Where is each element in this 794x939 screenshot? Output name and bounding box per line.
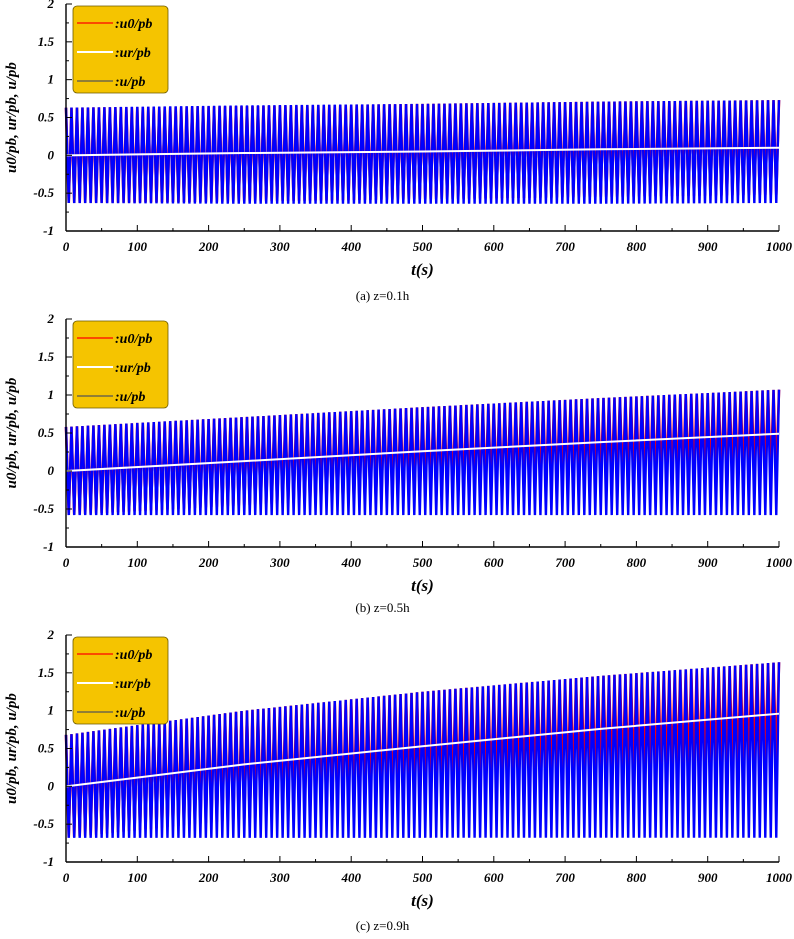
legend-entry: :ur/pb [115, 46, 151, 61]
x-tick-label: 700 [555, 555, 575, 570]
x-tick-label: 0 [63, 870, 70, 885]
x-tick-label: 400 [340, 239, 361, 254]
y-tick-label: 1 [48, 72, 55, 87]
x-tick-label: 500 [413, 555, 433, 570]
chart-panel-3: 0 100 200 300 400 500 600 700 800 900 1000 -1 -0.5 0 0… [4, 627, 793, 933]
legend-entry: :u0/pb [115, 648, 152, 663]
legend-entry: :u/pb [115, 706, 145, 721]
y-tick-label: -1 [43, 223, 54, 238]
x-tick-label: 500 [413, 870, 433, 885]
y-tick-label: 0 [48, 147, 55, 162]
y-axis-label: u0/pb, ur/pb, u/pb [4, 693, 20, 804]
legend: :u0/pb :ur/pb :u/pb [72, 5, 169, 94]
panel-caption: (a) z=0.1h [356, 288, 410, 303]
legend-entry: :u0/pb [115, 332, 152, 347]
x-tick-label: 1000 [766, 239, 793, 254]
x-tick-label: 800 [627, 555, 647, 570]
x-tick-label: 600 [484, 239, 504, 254]
y-tick-label: 0.5 [38, 741, 55, 756]
legend-box [72, 320, 169, 409]
x-tick-label: 900 [698, 555, 718, 570]
x-tick-label: 200 [198, 239, 219, 254]
x-tick-label: 200 [198, 555, 219, 570]
x-tick-label: 200 [198, 870, 219, 885]
y-tick-label: 0.5 [38, 425, 55, 440]
series-u-pb-oscillation [64, 662, 781, 838]
chart-panel-2: 0 100 200 300 400 500 600 700 800 900 1000 -1 -0.5 0 0… [4, 311, 793, 615]
x-tick-label: 1000 [766, 870, 793, 885]
y-tick-label: 1.5 [38, 665, 55, 680]
x-tick-label: 100 [128, 555, 148, 570]
x-tick-label: 900 [698, 239, 718, 254]
x-tick-label: 300 [269, 239, 290, 254]
x-tick-label: 500 [413, 239, 433, 254]
y-tick-label: -1 [43, 854, 54, 869]
x-tick-label: 900 [698, 870, 718, 885]
y-tick-label: 1 [48, 387, 55, 402]
x-tick-label: 300 [269, 870, 290, 885]
x-tick-label: 0 [63, 239, 70, 254]
x-tick-label: 700 [555, 870, 575, 885]
x-tick-label: 1000 [766, 555, 793, 570]
series-ur-pb-line [65, 146, 780, 157]
y-tick-label: -0.5 [33, 501, 54, 516]
legend: :u0/pb :ur/pb :u/pb [72, 636, 169, 725]
panel-caption: (c) z=0.9h [356, 918, 410, 933]
x-tick-label: 700 [555, 239, 575, 254]
y-tick-label: 1 [48, 703, 55, 718]
x-tick-label: 100 [128, 239, 148, 254]
x-tick-label: 600 [484, 870, 504, 885]
x-axis-label: t(s) [411, 891, 434, 910]
y-tick-label: 2 [47, 311, 55, 326]
legend-entry: :u0/pb [115, 17, 152, 32]
x-tick-label: 800 [627, 870, 647, 885]
legend-entry: :u/pb [115, 390, 145, 405]
y-tick-label: -0.5 [33, 185, 54, 200]
legend-entry: :u/pb [115, 75, 145, 90]
y-tick-label: -0.5 [33, 816, 54, 831]
x-tick-label: 100 [128, 870, 148, 885]
legend-box [72, 5, 169, 94]
x-axis-label: t(s) [411, 260, 434, 279]
x-tick-label: 0 [63, 555, 70, 570]
chart-panel-1: 0 100 200 300 400 500 600 700 800 900 1000 -1 -0.5 0 0… [4, 0, 793, 303]
legend-box [72, 636, 169, 725]
y-tick-label: 2 [47, 627, 55, 642]
y-axis-label: u0/pb, ur/pb, u/pb [4, 377, 20, 488]
y-tick-label: 0.5 [38, 110, 55, 125]
x-tick-label: 600 [484, 555, 504, 570]
y-tick-label: 1.5 [38, 349, 55, 364]
series-ur-pb-line [65, 432, 780, 472]
panel-caption: (b) z=0.5h [355, 600, 410, 615]
x-tick-label: 400 [340, 870, 361, 885]
series-u-pb-oscillation [64, 389, 781, 516]
y-tick-label: 0 [48, 778, 55, 793]
x-tick-label: 300 [269, 555, 290, 570]
y-tick-label: -1 [43, 539, 54, 554]
y-tick-label: 0 [48, 463, 55, 478]
legend-entry: :ur/pb [115, 361, 151, 376]
x-tick-label: 800 [627, 239, 647, 254]
x-tick-label: 400 [340, 555, 361, 570]
y-tick-label: 1.5 [38, 34, 55, 49]
x-axis-label: t(s) [411, 576, 434, 595]
legend-entry: :ur/pb [115, 677, 151, 692]
series-u-pb-oscillation [64, 100, 781, 204]
y-tick-label: 2 [47, 0, 55, 11]
series-ur-pb-line [65, 712, 780, 788]
legend: :u0/pb :ur/pb :u/pb [72, 320, 169, 409]
y-axis-label: u0/pb, ur/pb, u/pb [4, 62, 20, 173]
